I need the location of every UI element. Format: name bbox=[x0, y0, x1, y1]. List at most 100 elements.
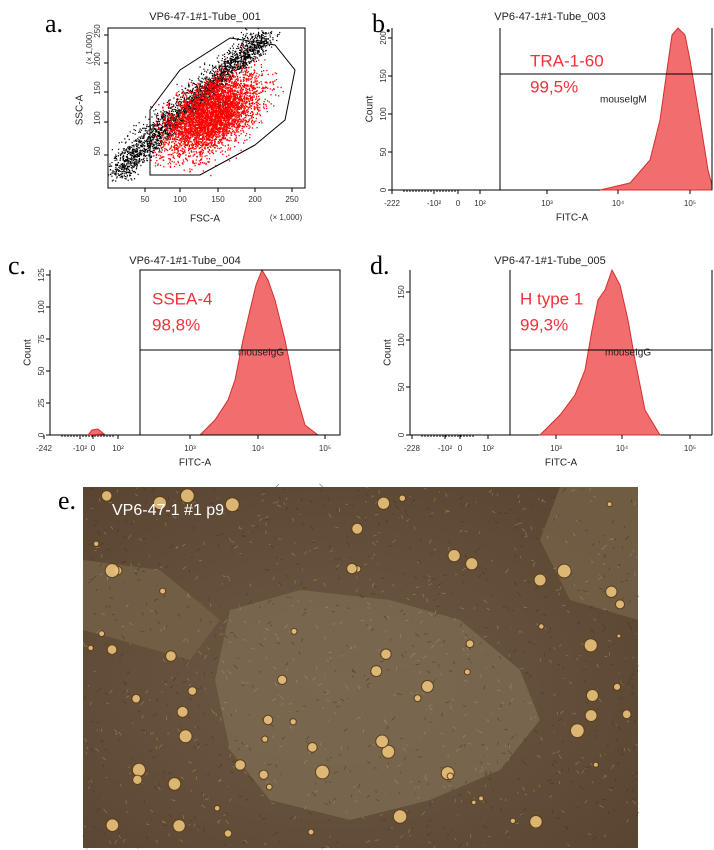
gated-dot bbox=[222, 145, 223, 146]
gated-dot bbox=[252, 90, 253, 91]
event-dot bbox=[163, 116, 164, 117]
event-dot bbox=[144, 140, 145, 141]
event-dot bbox=[207, 79, 208, 80]
event-dot bbox=[234, 51, 235, 52]
event-dot bbox=[122, 173, 123, 174]
gated-dot bbox=[192, 155, 193, 156]
gated-dot bbox=[250, 85, 251, 86]
event-dot bbox=[227, 72, 228, 73]
event-dot bbox=[168, 108, 169, 109]
event-dot bbox=[251, 44, 252, 45]
event-dot bbox=[141, 135, 142, 136]
event-dot bbox=[177, 95, 178, 96]
gated-dot bbox=[169, 124, 170, 125]
event-dot bbox=[229, 69, 230, 70]
gated-dot bbox=[188, 105, 189, 106]
event-dot bbox=[148, 126, 149, 127]
event-dot bbox=[165, 133, 166, 134]
event-dot bbox=[144, 142, 145, 143]
event-dot bbox=[234, 66, 235, 67]
event-dot bbox=[227, 57, 228, 58]
event-dot bbox=[161, 116, 162, 117]
event-dot bbox=[123, 158, 124, 159]
gated-dot bbox=[164, 150, 165, 151]
gated-dot bbox=[177, 149, 178, 150]
event-dot bbox=[203, 74, 204, 75]
event-dot bbox=[143, 134, 144, 135]
event-dot bbox=[132, 150, 133, 151]
gated-dot bbox=[175, 164, 176, 165]
gated-dot bbox=[243, 60, 244, 61]
event-dot bbox=[244, 68, 245, 69]
event-dot bbox=[253, 59, 254, 60]
event-dot bbox=[236, 53, 237, 54]
gated-dot bbox=[170, 158, 171, 159]
event-dot bbox=[155, 109, 156, 110]
event-dot bbox=[245, 42, 246, 43]
event-dot bbox=[145, 150, 146, 151]
event-dot bbox=[135, 160, 136, 161]
gated-dot bbox=[219, 91, 220, 92]
event-dot bbox=[120, 177, 121, 178]
gated-dot bbox=[239, 73, 240, 74]
event-dot bbox=[140, 132, 141, 133]
event-dot bbox=[127, 157, 128, 158]
event-dot bbox=[137, 138, 138, 139]
event-dot bbox=[137, 155, 138, 156]
event-dot bbox=[177, 84, 178, 85]
gated-dot bbox=[193, 110, 194, 111]
event-dot bbox=[139, 122, 140, 123]
event-dot bbox=[139, 159, 140, 160]
gated-dot bbox=[202, 91, 203, 92]
event-dot bbox=[177, 105, 178, 106]
gated-dot bbox=[211, 89, 212, 90]
gated-dot bbox=[265, 104, 266, 105]
gated-dot bbox=[259, 107, 260, 108]
event-dot bbox=[206, 76, 207, 77]
event-dot bbox=[151, 131, 152, 132]
event-dot bbox=[240, 57, 241, 58]
event-dot bbox=[233, 37, 234, 38]
event-dot bbox=[142, 151, 143, 152]
gated-dot bbox=[260, 115, 261, 116]
event-dot bbox=[111, 162, 112, 163]
event-dot bbox=[229, 53, 230, 54]
event-dot bbox=[251, 60, 252, 61]
event-dot bbox=[117, 164, 118, 165]
event-dot bbox=[160, 134, 161, 135]
gated-dot bbox=[241, 98, 242, 99]
gated-dot bbox=[183, 91, 184, 92]
gated-dot bbox=[199, 94, 200, 95]
event-dot bbox=[240, 63, 241, 64]
event-dot bbox=[151, 128, 152, 129]
event-dot bbox=[245, 35, 246, 36]
gated-dot bbox=[171, 116, 172, 117]
gated-dot bbox=[158, 155, 159, 156]
event-dot bbox=[133, 154, 134, 155]
event-dot bbox=[266, 50, 267, 51]
event-dot bbox=[241, 71, 242, 72]
event-dot bbox=[214, 72, 215, 73]
event-dot bbox=[161, 137, 162, 138]
event-dot bbox=[239, 55, 240, 56]
gated-dot bbox=[259, 114, 260, 115]
event-dot bbox=[175, 107, 176, 108]
gated-dot bbox=[195, 131, 196, 132]
gated-dot bbox=[219, 148, 220, 149]
gated-dot bbox=[273, 84, 274, 85]
event-dot bbox=[153, 155, 154, 156]
event-dot bbox=[237, 69, 238, 70]
gated-dot bbox=[254, 61, 255, 62]
event-dot bbox=[240, 67, 241, 68]
event-dot bbox=[146, 132, 147, 133]
event-dot bbox=[198, 78, 199, 79]
gated-dot bbox=[238, 126, 239, 127]
event-dot bbox=[175, 103, 176, 104]
event-dot bbox=[156, 145, 157, 146]
event-dot bbox=[227, 61, 228, 62]
event-dot bbox=[138, 144, 139, 145]
event-dot bbox=[171, 113, 172, 114]
gated-dot bbox=[176, 94, 177, 95]
gated-dot bbox=[220, 79, 221, 80]
gated-dot bbox=[234, 131, 235, 132]
